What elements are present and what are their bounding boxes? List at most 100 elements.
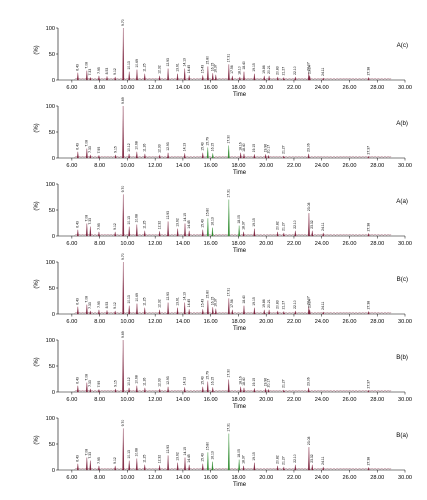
peak-15.80 bbox=[207, 218, 209, 237]
peak-label: 10.13 bbox=[127, 450, 131, 459]
peak-label: 12.93 bbox=[166, 142, 170, 151]
peak-8.53 bbox=[106, 310, 108, 315]
peak-15.43 bbox=[201, 463, 204, 471]
peak-12.32 bbox=[158, 75, 161, 81]
peak-10.13 bbox=[128, 305, 131, 315]
peak-20.82 bbox=[276, 231, 279, 237]
peak-15.80 bbox=[207, 300, 209, 315]
x-axis-title: Time bbox=[233, 482, 247, 488]
peak-16.37 bbox=[214, 308, 217, 315]
peak-16.15 bbox=[211, 307, 214, 315]
peak-15.43 bbox=[201, 152, 204, 159]
peak-12.32 bbox=[158, 465, 161, 471]
peak-label: 10.12 bbox=[127, 143, 131, 152]
peak-7.08 bbox=[86, 223, 88, 237]
peak-18.40 bbox=[243, 71, 245, 81]
peak-6.43 bbox=[76, 229, 79, 237]
peak-label: 16.15 bbox=[211, 63, 215, 72]
peak-label: 10.13 bbox=[127, 216, 131, 225]
peak-11.25 bbox=[143, 307, 146, 315]
panel-label: A(c) bbox=[397, 42, 408, 49]
peak-label: 23.32 bbox=[310, 220, 314, 229]
peak-27.38 bbox=[367, 76, 370, 81]
peak-label: 12.33 bbox=[158, 144, 162, 153]
peak-label: 7.33 bbox=[88, 69, 92, 76]
panel-a-a: 0 50 100 (%) 6.00 8.00 10.00 12.00 14.00 16.00 18.… bbox=[34, 182, 412, 254]
y-tick-label: 100 bbox=[46, 104, 55, 110]
x-tick-label: 16.00 bbox=[204, 163, 218, 169]
peak-label: 24.11 bbox=[321, 223, 325, 231]
panel-a-b: 0 50 100 (%) 6.00 8.00 10.00 12.00 14.00 16.00 18.… bbox=[34, 97, 412, 176]
baseline-trace bbox=[74, 234, 392, 236]
peak-label: 15.80 bbox=[206, 442, 210, 451]
y-axis-title: (%) bbox=[34, 435, 40, 444]
peak-label: 17.31 bbox=[227, 288, 231, 297]
peak-13.62 bbox=[176, 228, 179, 237]
x-tick-label: 18.00 bbox=[231, 319, 245, 325]
peak-10.68 bbox=[135, 458, 138, 471]
x-tick-label: 8.00 bbox=[94, 475, 105, 481]
peak-18.16 bbox=[239, 152, 242, 159]
x-tick-label: 14.00 bbox=[176, 397, 190, 403]
peak-12.93 bbox=[167, 302, 169, 315]
peak-21.27 bbox=[282, 76, 285, 81]
peak-label: 9.70 bbox=[121, 186, 125, 193]
peak-10.13 bbox=[128, 71, 131, 81]
peak-label: 12.93 bbox=[166, 211, 170, 220]
peak-label: 7.08 bbox=[85, 449, 89, 456]
peak-label: 23.14 bbox=[308, 65, 312, 74]
peak-label: 13.61 bbox=[175, 63, 179, 72]
peak-15.79 bbox=[206, 147, 209, 159]
peak-label: 11.26 bbox=[143, 143, 147, 151]
peak-label: 15.43 bbox=[201, 65, 205, 74]
x-tick-label: 20.00 bbox=[259, 319, 273, 325]
peak-label: 22.10 bbox=[293, 66, 297, 75]
x-tick-label: 10.00 bbox=[120, 163, 134, 169]
peak-label: 19.96 bbox=[263, 378, 267, 387]
peak-label: 20.83 bbox=[276, 66, 280, 75]
peak-label: 7.33 bbox=[88, 380, 92, 387]
peak-label: 19.15 bbox=[252, 297, 256, 306]
peak-label: 20.21 bbox=[267, 299, 271, 308]
peak-7.08 bbox=[86, 70, 88, 81]
peak-label: 7.08 bbox=[85, 215, 89, 222]
x-tick-label: 6.00 bbox=[66, 241, 77, 247]
peak-label: 18.05 bbox=[237, 215, 241, 224]
x-tick-label: 30.00 bbox=[398, 85, 412, 91]
peak-18.40 bbox=[243, 387, 245, 393]
peak-label: 22.10 bbox=[293, 454, 297, 463]
peak-label: 15.80 bbox=[206, 290, 210, 299]
peak-23.08 bbox=[308, 213, 310, 237]
peak-16.13 bbox=[211, 227, 214, 237]
peak-label: 7.33 bbox=[88, 146, 92, 153]
peak-label: 18.16 bbox=[238, 142, 242, 151]
x-tick-label: 12.00 bbox=[148, 397, 162, 403]
x-tick-label: 6.00 bbox=[66, 397, 77, 403]
peak-23.14 bbox=[308, 75, 311, 81]
peak-label: 19.86 bbox=[262, 299, 266, 308]
peak-23.07 bbox=[307, 72, 310, 81]
peak-label: 15.43 bbox=[201, 219, 205, 228]
panel-label: B(c) bbox=[397, 276, 408, 283]
peak-label: 7.95 bbox=[97, 381, 101, 388]
peak-label: 19.15 bbox=[252, 218, 256, 227]
x-tick-label: 28.00 bbox=[370, 475, 384, 481]
peak-label: 20.82 bbox=[275, 455, 279, 464]
peak-label: 21.27 bbox=[282, 67, 286, 76]
x-tick-label: 12.00 bbox=[148, 475, 162, 481]
peak-label: 9.12 bbox=[113, 302, 117, 309]
peak-label: 9.69 bbox=[121, 331, 125, 338]
y-tick-label: 50 bbox=[49, 208, 55, 214]
peak-27.37 bbox=[367, 390, 370, 393]
peak-18.10 bbox=[238, 76, 241, 81]
peak-24.11 bbox=[322, 466, 325, 471]
peak-15.79 bbox=[206, 381, 209, 393]
peak-label: 27.37 bbox=[366, 380, 370, 389]
y-tick-label: 100 bbox=[46, 260, 55, 266]
peak-17.31 bbox=[228, 64, 230, 81]
peak-label: 27.38 bbox=[366, 223, 370, 232]
peak-15.43 bbox=[201, 229, 204, 237]
peak-19.15 bbox=[253, 388, 256, 393]
y-axis-title: (%) bbox=[34, 123, 40, 132]
x-tick-label: 16.00 bbox=[204, 241, 218, 247]
